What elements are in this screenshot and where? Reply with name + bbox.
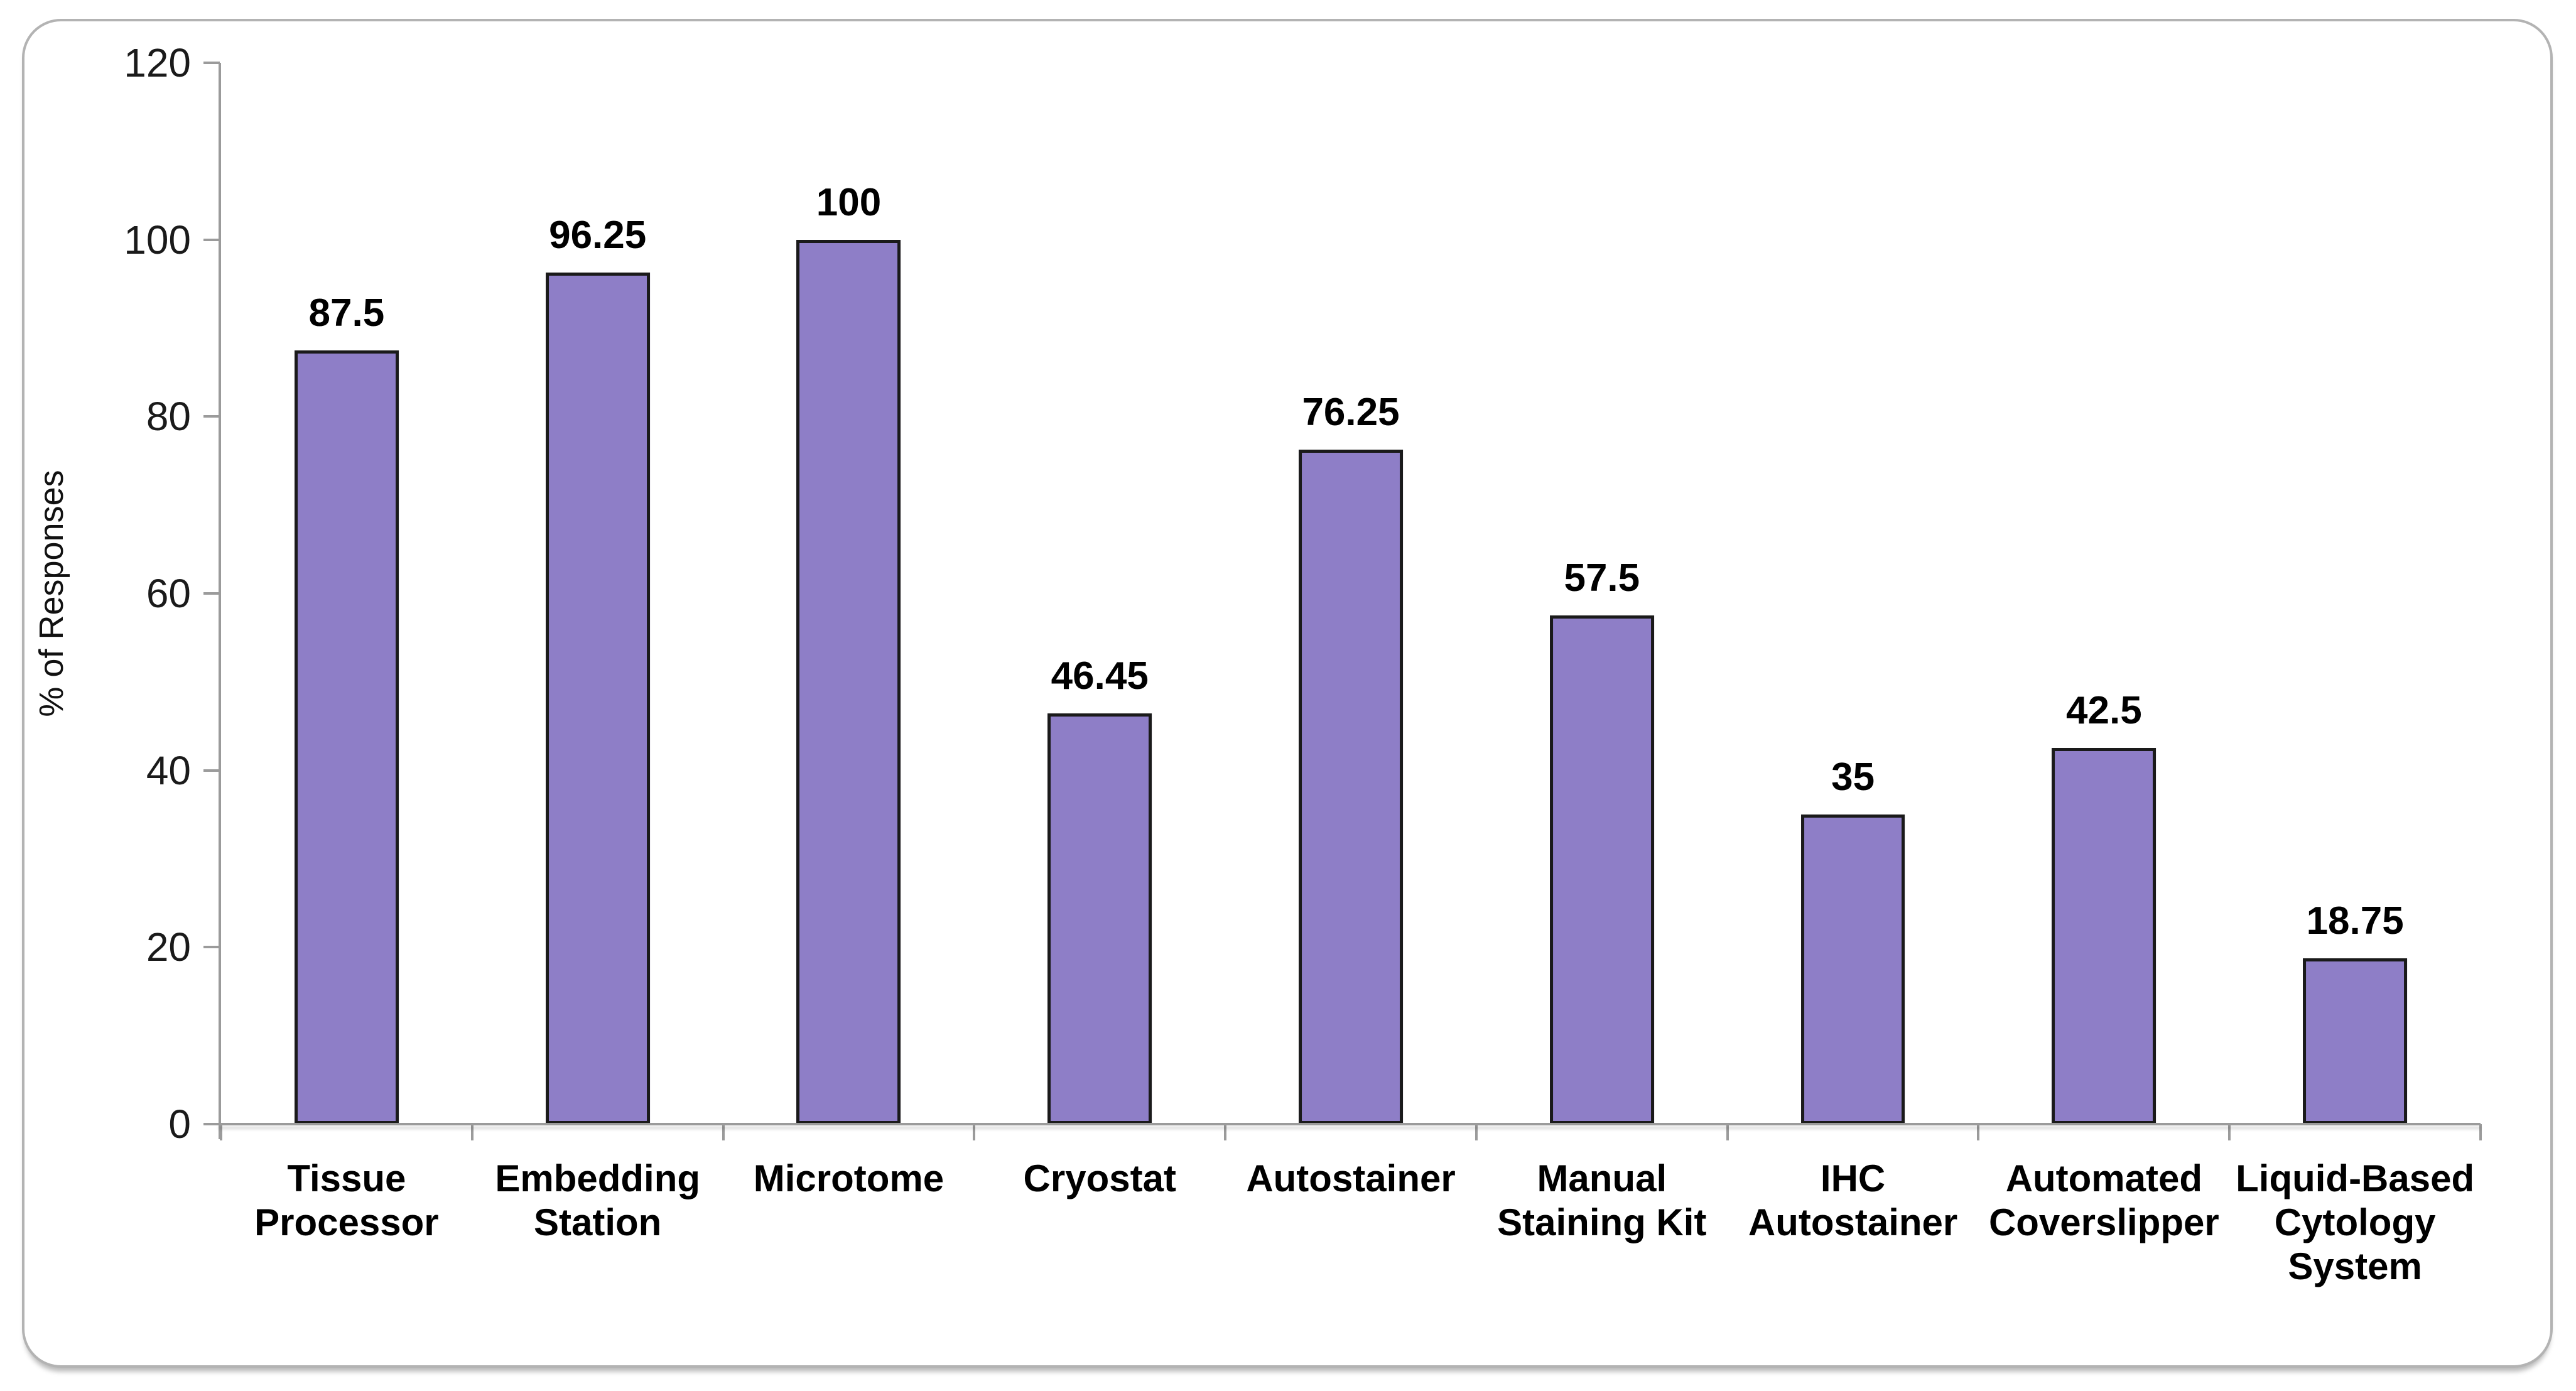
x-category-label-text: Embedding Station [495, 1157, 700, 1244]
y-axis-title: % of Responses [33, 470, 70, 717]
y-tick-mark [203, 769, 220, 772]
bar-value-label: 18.75 [2306, 899, 2404, 943]
y-tick-mark [203, 1123, 220, 1125]
x-category-label-text: Cryostat [1023, 1157, 1176, 1199]
y-tick-label: 120 [124, 40, 191, 85]
x-tick-mark [2479, 1124, 2482, 1140]
x-category-label-manual-staining-kit: Manual Staining Kit [1476, 1157, 1728, 1289]
bar-manual-staining-kit [1549, 615, 1654, 1124]
y-tick-mark [203, 62, 220, 64]
x-tick-mark [1726, 1124, 1729, 1140]
bar-value-label: 100 [816, 180, 882, 224]
x-category-label-automated-coverslipper: Automated Coverslipper [1978, 1157, 2229, 1289]
y-tick-mark [203, 592, 220, 595]
x-category-label-cryostat: Cryostat [974, 1157, 1225, 1289]
x-axis-line [219, 1123, 2481, 1125]
x-category-label-text: Microtome [753, 1157, 944, 1199]
bar-value-label: 46.45 [1051, 654, 1149, 698]
bar-value-label: 87.5 [308, 291, 385, 335]
x-category-label-embedding-station: Embedding Station [472, 1157, 723, 1289]
bar-cryostat [1047, 713, 1152, 1124]
y-tick-label: 40 [146, 747, 191, 793]
x-axis-ticks [220, 63, 2482, 1140]
x-tick-mark [220, 1124, 222, 1140]
bar-slot-ihc-autostainer: 35 [1728, 63, 1979, 1124]
x-tick-mark [722, 1124, 725, 1140]
y-axis-line [219, 63, 221, 1139]
x-category-label-liquid-based-cytology-system: Liquid-Based Cytology System [2229, 1157, 2481, 1289]
x-tick-mark [1475, 1124, 1478, 1140]
x-tick-mark [1224, 1124, 1227, 1140]
x-tick-mark [1977, 1124, 1980, 1140]
x-axis-labels: Tissue Processor Embedding Station Microto… [221, 1157, 2481, 1289]
bar-liquid-based-cytology-system [2303, 958, 2408, 1124]
bar-ihc-autostainer [1800, 815, 1905, 1124]
x-category-label-text: Tissue Processor [254, 1157, 439, 1244]
y-tick-label: 20 [146, 924, 191, 970]
x-category-label-text: Automated Coverslipper [1988, 1157, 2219, 1244]
bar-tissue-processor [294, 350, 399, 1124]
bars-container: 87.5 96.25 100 46.45 76.25 57.5 35 42.5 18.75 [221, 63, 2481, 1124]
x-tick-mark [973, 1124, 976, 1140]
bar-value-label: 42.5 [2066, 689, 2142, 733]
x-category-label-autostainer: Autostainer [1225, 1157, 1476, 1289]
bar-slot-autostainer: 76.25 [1225, 63, 1476, 1124]
chart-frame [22, 19, 2553, 1368]
bar-value-label: 57.5 [1564, 556, 1640, 600]
x-category-label-microtome: Microtome [723, 1157, 975, 1289]
y-tick-label: 80 [146, 394, 191, 440]
y-tick-label: 100 [124, 217, 191, 263]
bar-slot-cryostat: 46.45 [974, 63, 1225, 1124]
bar-slot-manual-staining-kit: 57.5 [1476, 63, 1728, 1124]
x-tick-mark [470, 1124, 474, 1140]
x-category-label-ihc-autostainer: IHC Autostainer [1728, 1157, 1979, 1289]
plot-area: 0 20 40 60 80 100 120 87.5 96.25 100 46.45 76.25 57… [124, 43, 2482, 1144]
x-tick-mark [2228, 1124, 2231, 1140]
bar-embedding-station [545, 273, 650, 1124]
x-category-label-text: Manual Staining Kit [1497, 1157, 1707, 1244]
bar-slot-microtome: 100 [723, 63, 975, 1124]
y-tick-label: 60 [146, 571, 191, 616]
y-tick-mark [203, 238, 220, 241]
y-tick-mark [203, 946, 220, 949]
bar-slot-liquid-based-cytology-system: 18.75 [2229, 63, 2481, 1124]
bar-autostainer [1299, 450, 1403, 1124]
y-tick-label: 0 [168, 1101, 191, 1147]
x-category-label-text: Autostainer [1246, 1157, 1456, 1199]
bar-microtome [796, 239, 901, 1124]
bar-slot-automated-coverslipper: 42.5 [1978, 63, 2229, 1124]
x-category-label-text: Liquid-Based Cytology System [2236, 1157, 2475, 1288]
bar-slot-embedding-station: 96.25 [472, 63, 723, 1124]
bar-value-label: 35 [1831, 755, 1875, 799]
x-category-label-text: IHC Autostainer [1748, 1157, 1958, 1244]
bar-value-label: 76.25 [1302, 391, 1400, 435]
bar-slot-tissue-processor: 87.5 [221, 63, 472, 1124]
y-tick-mark [203, 415, 220, 418]
bar-automated-coverslipper [2052, 748, 2157, 1124]
x-category-label-tissue-processor: Tissue Processor [221, 1157, 472, 1289]
bar-value-label: 96.25 [549, 214, 647, 257]
